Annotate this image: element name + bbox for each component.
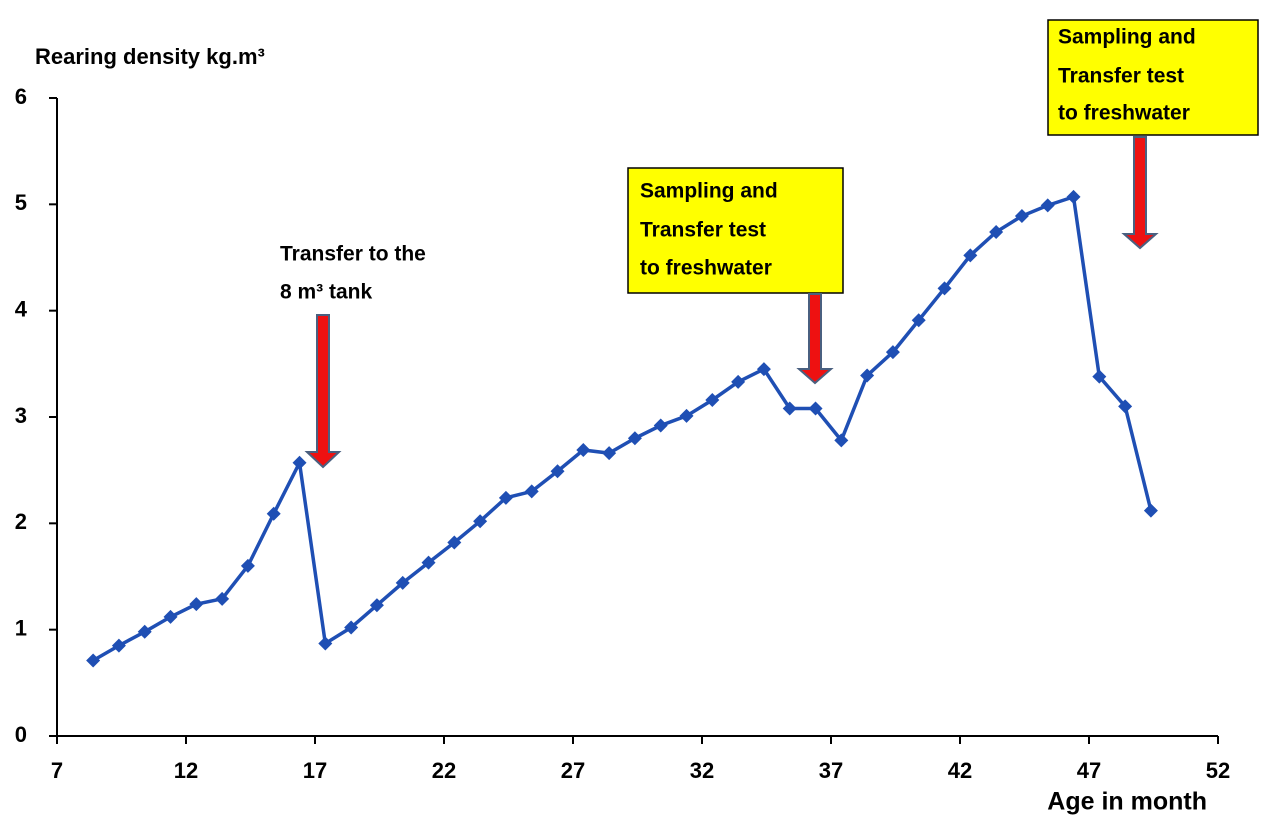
annotation: Transfer test	[640, 219, 766, 242]
data-point	[602, 446, 617, 461]
arrow	[796, 293, 834, 385]
annotation-box	[1047, 19, 1259, 136]
data-point	[1092, 369, 1107, 384]
y-tick-label: 2	[15, 509, 27, 534]
annotation: 8 m³ tank	[280, 281, 373, 304]
data-point	[679, 408, 694, 423]
data-point	[163, 609, 178, 624]
annotation: Transfer to the	[280, 243, 426, 266]
data-point	[963, 248, 978, 263]
annotation-box	[627, 167, 844, 294]
data-point	[369, 598, 384, 613]
annotation: Sampling and	[640, 180, 778, 203]
data-point	[189, 597, 204, 612]
data-point	[627, 431, 642, 446]
data-point	[292, 455, 307, 470]
arrow	[1121, 136, 1159, 250]
data-point	[86, 653, 101, 668]
x-tick-label: 42	[948, 758, 972, 783]
x-tick-label: 12	[174, 758, 198, 783]
data-point	[1014, 209, 1029, 224]
data-point	[782, 401, 797, 416]
x-tick-label: 22	[432, 758, 456, 783]
data-point	[550, 464, 565, 479]
data-point	[1143, 503, 1158, 518]
data-point	[344, 620, 359, 635]
data-point	[885, 345, 900, 360]
data-point	[524, 484, 539, 499]
annotation: Sampling and	[1058, 26, 1196, 49]
y-tick-label: 1	[15, 615, 27, 640]
arrow	[304, 314, 342, 469]
data-point	[447, 535, 462, 550]
x-tick-label: 47	[1077, 758, 1101, 783]
data-point	[808, 401, 823, 416]
annotation: to freshwater	[1058, 102, 1190, 125]
data-point	[1040, 198, 1055, 213]
x-tick-label: 37	[819, 758, 843, 783]
data-point	[834, 433, 849, 448]
x-tick-label: 27	[561, 758, 585, 783]
data-point	[576, 442, 591, 457]
data-point	[266, 506, 281, 521]
data-point	[395, 575, 410, 590]
y-tick-label: 6	[15, 84, 27, 109]
data-point	[318, 636, 333, 651]
data-point	[653, 418, 668, 433]
data-point	[421, 555, 436, 570]
data-point	[473, 514, 488, 529]
data-point	[705, 392, 720, 407]
data-point	[731, 374, 746, 389]
data-point	[937, 281, 952, 296]
data-point	[1118, 399, 1133, 414]
data-point	[215, 591, 230, 606]
data-point	[1066, 189, 1081, 204]
data-line	[92, 194, 1153, 663]
data-point	[137, 624, 152, 639]
chart-title: Rearing density kg.m³	[35, 44, 265, 69]
annotation: to freshwater	[640, 257, 772, 280]
data-point	[240, 558, 255, 573]
data-point	[498, 490, 513, 505]
x-tick-label: 7	[51, 758, 63, 783]
annotation: Transfer test	[1058, 65, 1184, 88]
data-point	[111, 638, 126, 653]
data-point	[860, 368, 875, 383]
data-point	[989, 224, 1004, 239]
data-point	[756, 362, 771, 377]
x-tick-label: 17	[303, 758, 327, 783]
y-tick-label: 5	[15, 190, 27, 215]
y-tick-label: 4	[15, 296, 28, 321]
x-tick-label: 32	[690, 758, 714, 783]
data-point	[911, 313, 926, 328]
x-axis-label: Age in month	[1047, 788, 1207, 816]
y-tick-label: 3	[15, 403, 27, 428]
x-tick-label: 52	[1206, 758, 1230, 783]
y-tick-label: 0	[15, 722, 27, 747]
